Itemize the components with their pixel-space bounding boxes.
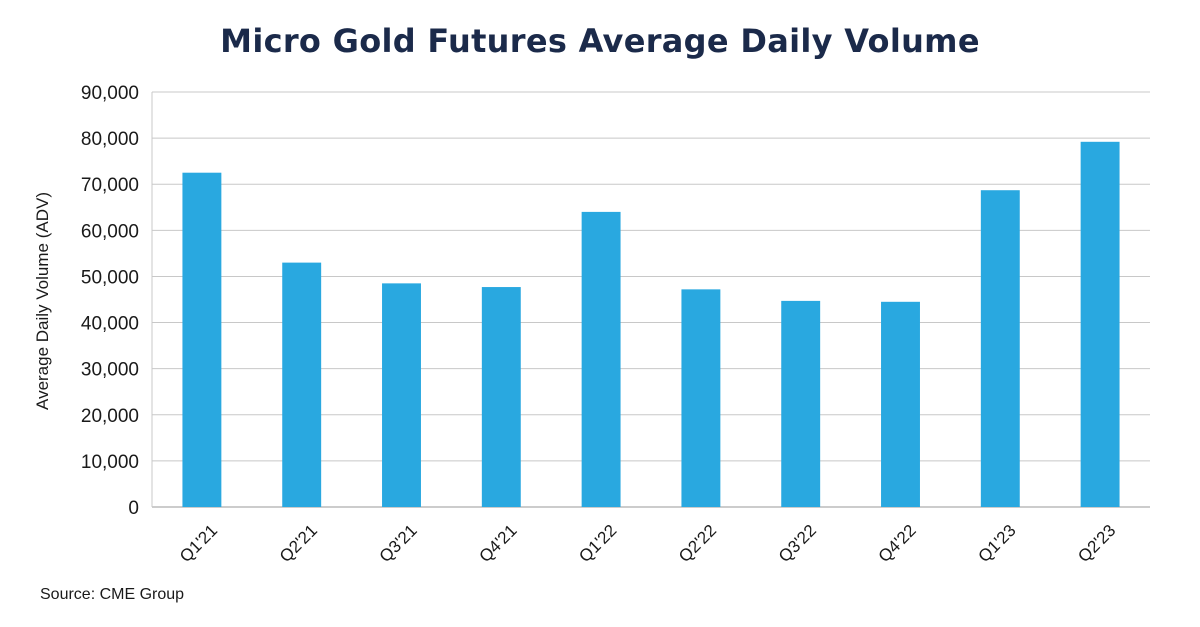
bar	[881, 301, 920, 507]
y-tick-label: 20,000	[81, 406, 139, 427]
bar	[980, 190, 1020, 507]
x-tick-label: Q1'23	[974, 521, 1019, 566]
x-tick-label: Q1'21	[176, 521, 221, 566]
x-tick-label: Q1'22	[575, 521, 620, 566]
y-tick-label: 40,000	[81, 314, 139, 335]
x-tick-label: Q3'22	[775, 521, 820, 566]
y-axis-ticks: 0 10,000 20,000 30,000 40,000 50,000 60,000 70,…	[81, 83, 139, 519]
x-tick-label: Q4'21	[475, 521, 520, 566]
bar	[481, 287, 521, 507]
y-axis-label: Average Daily Volume (ADV)	[33, 192, 52, 410]
source-note: Source: CME Group	[40, 586, 185, 603]
x-axis-ticks: Q1'21 Q2'21 Q3'21 Q4'21 Q1'22 Q2'22 Q3'22 Q4'22…	[176, 521, 1119, 566]
y-tick-label: 30,000	[81, 360, 139, 381]
bar	[781, 300, 821, 507]
y-tick-label: 60,000	[81, 221, 139, 242]
y-tick-label: 10,000	[81, 452, 139, 473]
y-tick-label: 50,000	[81, 267, 139, 288]
x-tick-label: Q3'21	[376, 521, 421, 566]
bar	[182, 172, 222, 507]
bar	[282, 262, 322, 507]
x-tick-label: Q2'23	[1074, 521, 1119, 566]
y-tick-label: 80,000	[81, 129, 139, 150]
x-tick-label: Q2'22	[675, 521, 720, 566]
y-tick-label: 90,000	[81, 83, 139, 104]
bar	[1080, 141, 1120, 508]
y-tick-label: 70,000	[81, 175, 139, 196]
bars	[182, 141, 1120, 508]
bar	[581, 211, 621, 507]
x-tick-label: Q4'22	[875, 521, 920, 566]
chart-title: Micro Gold Futures Average Daily Volume	[220, 22, 980, 60]
bar	[382, 283, 421, 507]
y-tick-label: 0	[128, 498, 139, 519]
bar	[681, 289, 721, 507]
x-tick-label: Q2'21	[276, 521, 321, 566]
